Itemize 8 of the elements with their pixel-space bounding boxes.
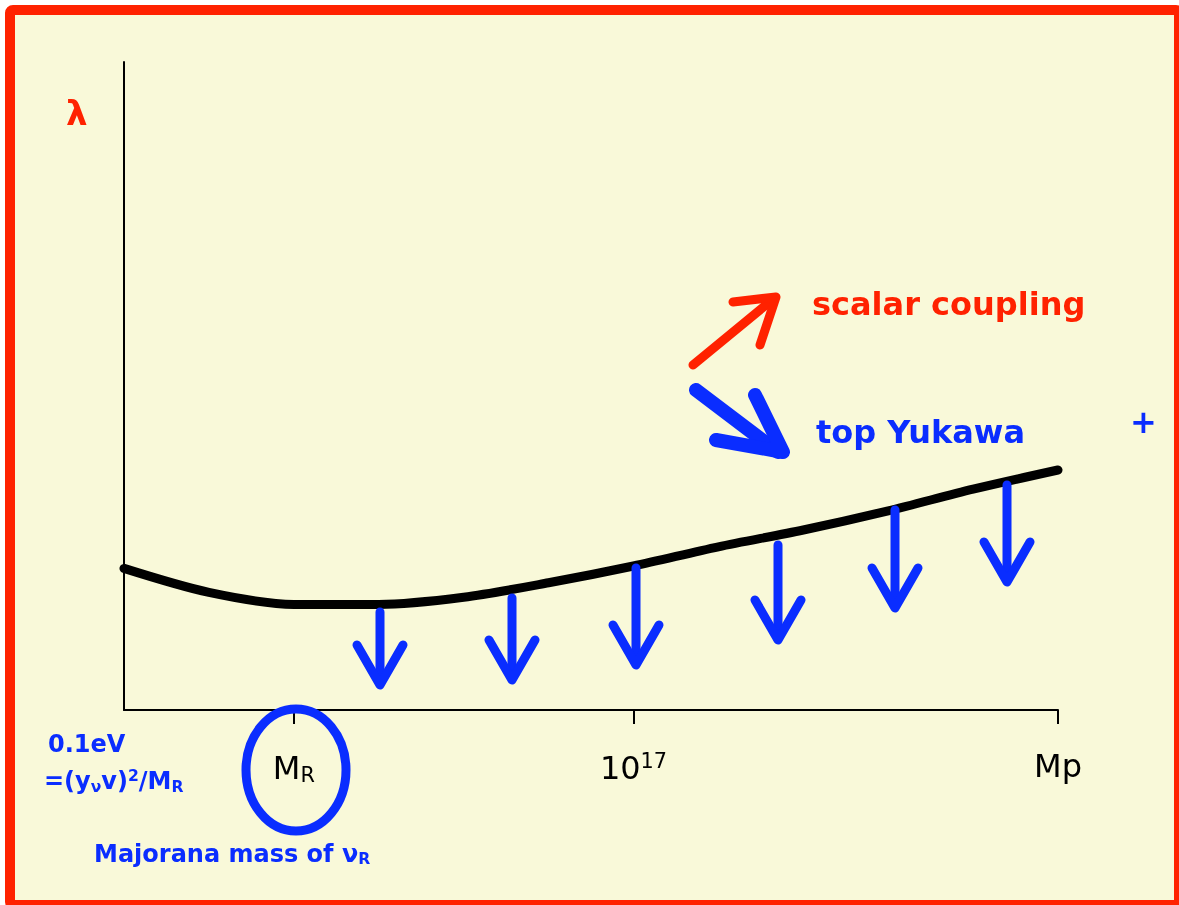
x-tick-label: Mp xyxy=(1034,747,1082,785)
text: λ xyxy=(66,93,88,133)
text: + xyxy=(1130,403,1157,441)
text: top Yukawa xyxy=(816,413,1025,451)
x-tick-label: MR xyxy=(272,748,315,787)
text: 0.1eV xyxy=(48,730,126,758)
text: Majorana mass of νR xyxy=(94,840,371,869)
text: scalar coupling xyxy=(812,285,1086,323)
